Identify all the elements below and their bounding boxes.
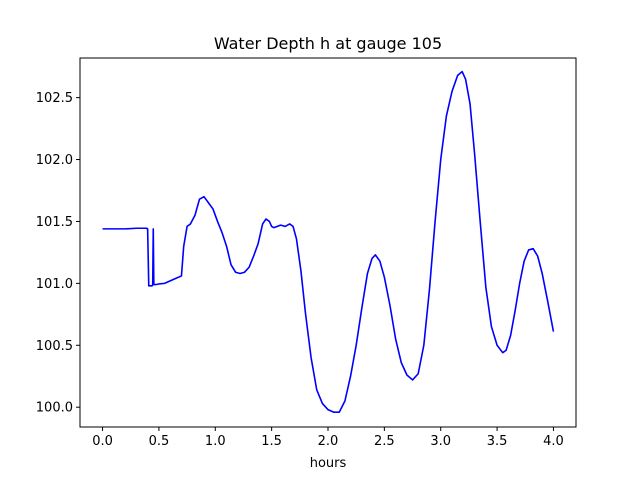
y-tick-label: 100.0 xyxy=(36,401,73,416)
chart-title: Water Depth h at gauge 105 xyxy=(214,34,442,53)
x-tick-label: 2.0 xyxy=(318,434,339,449)
x-tick-label: 4.0 xyxy=(543,434,564,449)
y-tick-label: 102.0 xyxy=(36,153,73,168)
y-axis: 100.0 100.5 101.0 101.5 102.0 102.5 xyxy=(36,91,80,416)
x-tick-label: 1.0 xyxy=(205,434,226,449)
y-tick-label: 102.5 xyxy=(36,91,73,106)
plot-area xyxy=(102,70,555,413)
x-axis-label: hours xyxy=(310,456,347,471)
y-tick-label: 100.5 xyxy=(36,339,73,354)
x-tick-label: 3.0 xyxy=(430,434,451,449)
x-tick-label: 0.5 xyxy=(149,434,170,449)
x-tick-label: 0.0 xyxy=(92,434,113,449)
x-tick-label: 1.5 xyxy=(261,434,282,449)
y-tick-label: 101.0 xyxy=(36,277,73,292)
x-axis: 0.0 0.5 1.0 1.5 2.0 2.5 3.0 3.5 4.0 xyxy=(92,427,564,449)
series-line-0 xyxy=(102,70,555,413)
x-tick-label: 3.5 xyxy=(487,434,508,449)
x-tick-label: 2.5 xyxy=(374,434,395,449)
y-tick-label: 101.5 xyxy=(36,215,73,230)
